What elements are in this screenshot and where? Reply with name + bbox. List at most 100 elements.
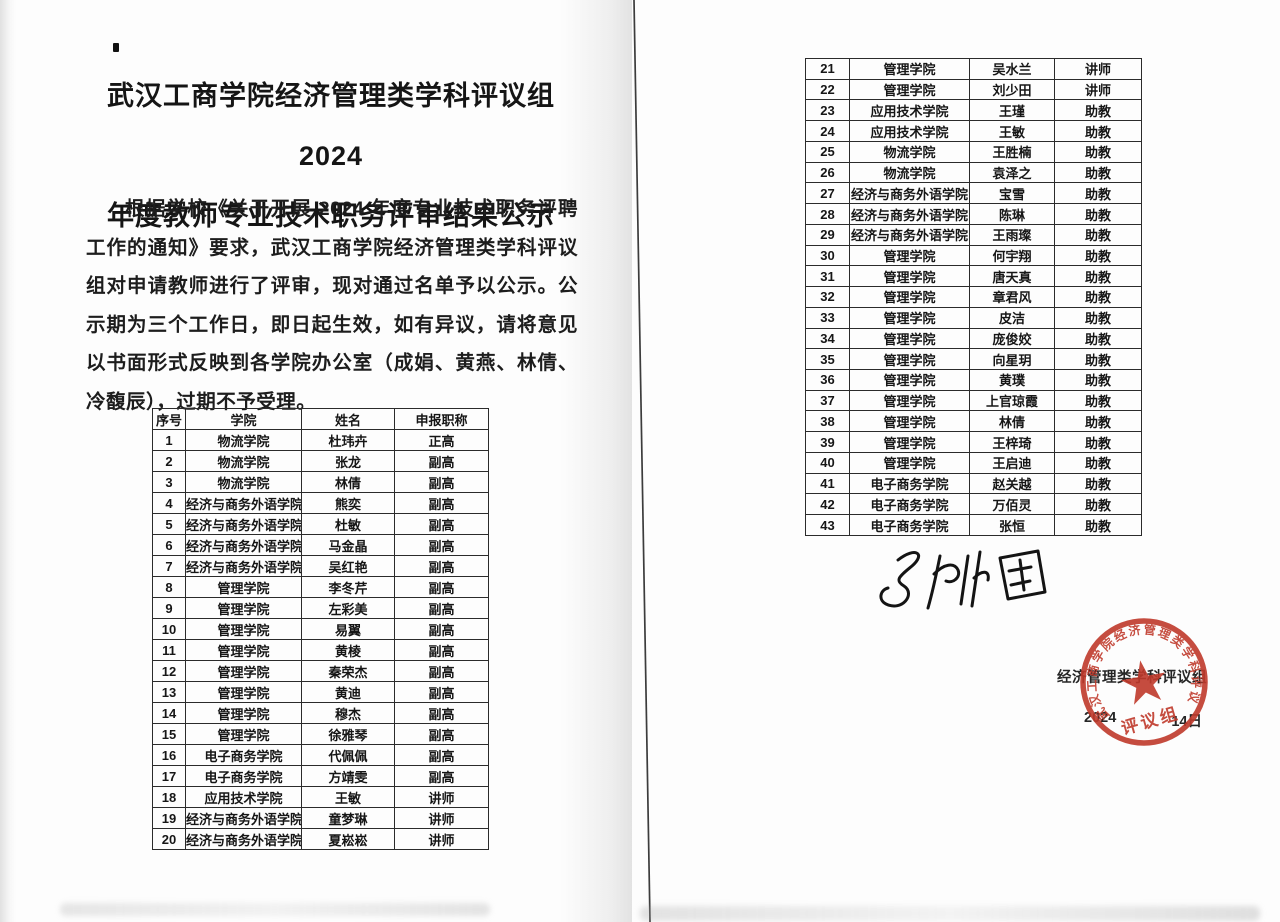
page-fold-shadow — [560, 0, 632, 922]
table-row: 7 经济与商务外语学院 吴红艳 副高 — [152, 555, 489, 577]
table-cell: 王胜楠 — [969, 140, 1055, 163]
table-cell: 王瑾 — [969, 99, 1055, 122]
table-cell: 电子商务学院 — [849, 472, 970, 495]
star-icon — [1120, 660, 1166, 705]
table-cell: 10 — [152, 618, 186, 640]
table-row: 14 管理学院 穆杰 副高 — [152, 702, 489, 724]
table-cell: 管理学院 — [849, 431, 970, 453]
table-cell: 张恒 — [969, 514, 1055, 536]
table-cell: 熊奕 — [301, 492, 395, 514]
table-cell: 副高 — [394, 681, 489, 703]
table-row: 11 管理学院 黄棱 副高 — [152, 639, 489, 661]
table-row: 3 物流学院 林倩 副高 — [152, 471, 489, 493]
table-cell: 王敏 — [301, 786, 395, 808]
table-cell: 管理学院 — [849, 78, 970, 101]
table-cell: 林倩 — [969, 410, 1055, 433]
table-cell: 管理学院 — [185, 702, 302, 724]
table-header-row: 序号 学院 姓名 申报职称 — [152, 408, 489, 430]
table-cell: 15 — [152, 723, 186, 745]
table-cell: 助教 — [1054, 389, 1142, 412]
table-cell: 讲师 — [1054, 58, 1142, 80]
table-cell: 万佰灵 — [969, 493, 1055, 516]
table-cell: 助教 — [1054, 348, 1142, 371]
table-cell: 管理学院 — [849, 410, 970, 433]
table-cell: 副高 — [394, 471, 489, 493]
table-cell: 夏崧崧 — [301, 828, 395, 850]
table-cell: 何宇翔 — [969, 244, 1055, 267]
table-cell: 管理学院 — [185, 618, 302, 640]
table-cell: 管理学院 — [185, 660, 302, 682]
table-cell: 徐雅琴 — [301, 723, 395, 745]
table-cell: 助教 — [1054, 493, 1142, 516]
handwritten-signature — [879, 549, 1047, 610]
column-header: 序号 — [152, 408, 186, 430]
table-cell: 助教 — [1054, 203, 1142, 225]
table-cell: 章君风 — [969, 286, 1055, 308]
table-cell: 助教 — [1054, 306, 1142, 329]
table-cell: 25 — [805, 140, 850, 163]
table-row: 1 物流学院 杜玮卉 正高 — [152, 429, 489, 451]
table-cell: 副高 — [394, 597, 489, 619]
table-cell: 28 — [805, 203, 850, 225]
table-cell: 经济与商务外语学院 — [185, 807, 302, 829]
table-cell: 赵关越 — [969, 472, 1055, 495]
table-cell: 张龙 — [301, 450, 395, 472]
table-row: 24 应用技术学院 王敏 助教 — [805, 120, 1142, 142]
table-row: 29 经济与商务外语学院 王雨璨 助教 — [805, 223, 1142, 246]
table-row: 36 管理学院 黄璞 助教 — [805, 369, 1142, 391]
table-cell: 助教 — [1054, 369, 1142, 391]
table-cell: 副高 — [394, 576, 489, 598]
table-cell: 11 — [152, 639, 186, 661]
table-cell: 副高 — [394, 492, 489, 514]
table-row: 2 物流学院 张龙 副高 — [152, 450, 489, 472]
table-row: 34 管理学院 庞俊姣 助教 — [805, 327, 1142, 350]
table-cell: 43 — [805, 514, 850, 536]
table-cell: 管理学院 — [849, 265, 970, 288]
table-cell: 副高 — [394, 513, 489, 535]
table-row: 31 管理学院 唐天真 助教 — [805, 265, 1142, 288]
table-row: 37 管理学院 上官琼霞 助教 — [805, 389, 1142, 412]
table-cell: 37 — [805, 389, 850, 412]
table-cell: 皮洁 — [969, 306, 1055, 329]
table-cell: 副高 — [394, 555, 489, 577]
scan-left-edge-shadow — [0, 0, 16, 922]
column-header: 学院 — [185, 408, 302, 430]
table-cell: 管理学院 — [849, 389, 970, 412]
table-cell: 讲师 — [394, 828, 489, 850]
table-cell: 助教 — [1054, 140, 1142, 163]
table-cell: 42 — [805, 493, 850, 516]
table-cell: 助教 — [1054, 223, 1142, 246]
table-cell: 8 — [152, 576, 186, 598]
table-cell: 陈琳 — [969, 203, 1055, 225]
table-row: 9 管理学院 左彩美 副高 — [152, 597, 489, 619]
table-cell: 经济与商务外语学院 — [185, 492, 302, 514]
table-cell: 副高 — [394, 534, 489, 556]
table-cell: 物流学院 — [185, 450, 302, 472]
table-row: 5 经济与商务外语学院 杜敏 副高 — [152, 513, 489, 535]
table-cell: 物流学院 — [185, 471, 302, 493]
table-row: 40 管理学院 王启迪 助教 — [805, 451, 1142, 474]
table-cell: 管理学院 — [849, 58, 970, 80]
table-cell: 助教 — [1054, 120, 1142, 142]
table-cell: 7 — [152, 555, 186, 577]
results-table-page2: 21 管理学院 吴水兰 讲师 22 管理学院 刘少田 讲师 23 应用技术学院 王瑾 助教 24 应用技术… — [805, 58, 1142, 536]
table-cell: 1 — [152, 429, 186, 451]
table-cell: 物流学院 — [849, 161, 970, 184]
table-cell: 27 — [805, 182, 850, 205]
table-cell: 讲师 — [394, 786, 489, 808]
table-row: 10 管理学院 易翼 副高 — [152, 618, 489, 640]
table-cell: 管理学院 — [849, 451, 970, 474]
table-row: 42 电子商务学院 万佰灵 助教 — [805, 493, 1142, 516]
table-cell: 左彩美 — [301, 597, 395, 619]
table-row: 19 经济与商务外语学院 童梦琳 讲师 — [152, 807, 489, 829]
table-cell: 副高 — [394, 660, 489, 682]
table-cell: 经济与商务外语学院 — [849, 223, 970, 246]
table-cell: 管理学院 — [185, 639, 302, 661]
table-cell: 经济与商务外语学院 — [849, 203, 970, 225]
table-cell: 代佩佩 — [301, 744, 395, 766]
table-cell: 17 — [152, 765, 186, 787]
table-cell: 唐天真 — [969, 265, 1055, 288]
table-cell: 助教 — [1054, 431, 1142, 453]
table-cell: 副高 — [394, 765, 489, 787]
table-cell: 管理学院 — [185, 723, 302, 745]
